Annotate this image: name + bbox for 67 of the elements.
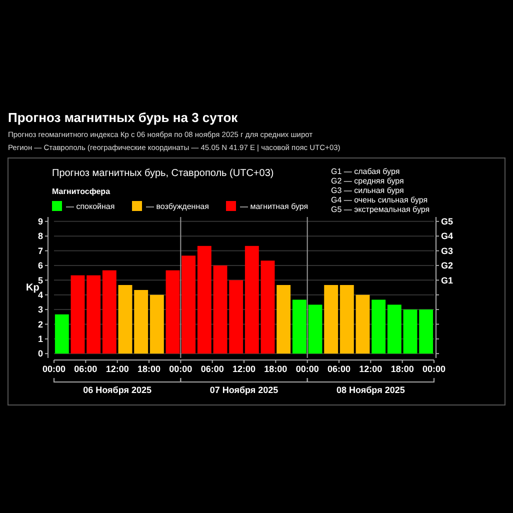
bar <box>292 300 306 354</box>
bar <box>102 270 116 354</box>
x-tick-label: 06:00 <box>200 364 224 374</box>
text: G1 — слабая буря <box>331 167 400 176</box>
y-tick-label: 4 <box>38 290 43 300</box>
bar <box>372 300 386 354</box>
y-tick-label: 3 <box>38 304 43 315</box>
bar <box>213 265 228 354</box>
bar <box>197 246 212 354</box>
bar <box>260 260 275 354</box>
text: 07 Ноября 2025 <box>210 385 278 395</box>
text: G5 — экстремальная буря <box>331 205 430 214</box>
bar <box>324 285 338 354</box>
x-tick-label: 00:00 <box>422 364 446 374</box>
x-tick-label: 00:00 <box>169 364 192 374</box>
bar <box>86 275 101 354</box>
x-tick-label: 00:00 <box>296 364 319 374</box>
bar <box>166 270 180 354</box>
x-tick-label: 12:00 <box>359 364 382 374</box>
bar <box>70 275 85 354</box>
text: G4 — очень сильная буря <box>331 196 428 204</box>
chart-title: Прогноз магнитных бурь на 3 суток <box>8 110 238 125</box>
text: G5 <box>441 216 454 227</box>
y-tick-label: 1 <box>38 334 43 344</box>
x-tick-label: 18:00 <box>264 364 288 374</box>
y-tick-label: 2 <box>38 319 43 330</box>
x-tick-label: 06:00 <box>74 364 98 374</box>
y-tick-label: 6 <box>38 260 43 271</box>
legend-title: Магнитосфера <box>52 187 111 196</box>
text: G3 <box>441 246 454 256</box>
text: G2 — средняя буря <box>331 176 404 186</box>
y-tick-label: 5 <box>38 275 43 286</box>
y-tick-label: 8 <box>38 231 43 242</box>
x-tick-label: 00:00 <box>42 364 66 374</box>
bar <box>276 285 291 354</box>
bar <box>387 304 402 354</box>
legend-label: — магнитная буря <box>240 202 308 211</box>
y-tick-label: 9 <box>38 216 43 227</box>
text: Прогноз магнитных бурь, Ставрополь (UTC+03) <box>52 168 274 179</box>
y-axis-title: Kp <box>26 282 40 294</box>
bar <box>134 290 148 354</box>
x-tick-label: 12:00 <box>232 364 256 374</box>
bar <box>229 280 244 354</box>
text: G2 <box>441 260 454 271</box>
legend-label: — спокойная <box>66 202 115 211</box>
bar <box>308 304 322 354</box>
text: G1 <box>441 275 454 286</box>
x-tick-label: 12:00 <box>106 364 129 374</box>
bar <box>118 285 132 354</box>
x-tick-label: 18:00 <box>390 364 414 374</box>
bar <box>150 294 164 354</box>
bar <box>419 310 434 354</box>
text: G4 <box>441 231 454 242</box>
bar <box>403 310 418 354</box>
x-tick-label: 18:00 <box>137 364 161 374</box>
bar <box>182 256 196 354</box>
text: G3 — сильная буря <box>331 186 404 195</box>
text: 06 Ноября 2025 <box>83 385 152 395</box>
bar <box>54 314 69 354</box>
legend-label: — возбужденная <box>146 202 209 211</box>
y-tick-label: 7 <box>38 246 43 256</box>
bar <box>244 246 259 354</box>
x-tick-label: 06:00 <box>327 364 351 374</box>
y-tick-label: 0 <box>38 348 43 359</box>
bar <box>340 285 354 354</box>
text: 08 Ноября 2025 <box>336 385 405 395</box>
bar <box>356 294 370 354</box>
